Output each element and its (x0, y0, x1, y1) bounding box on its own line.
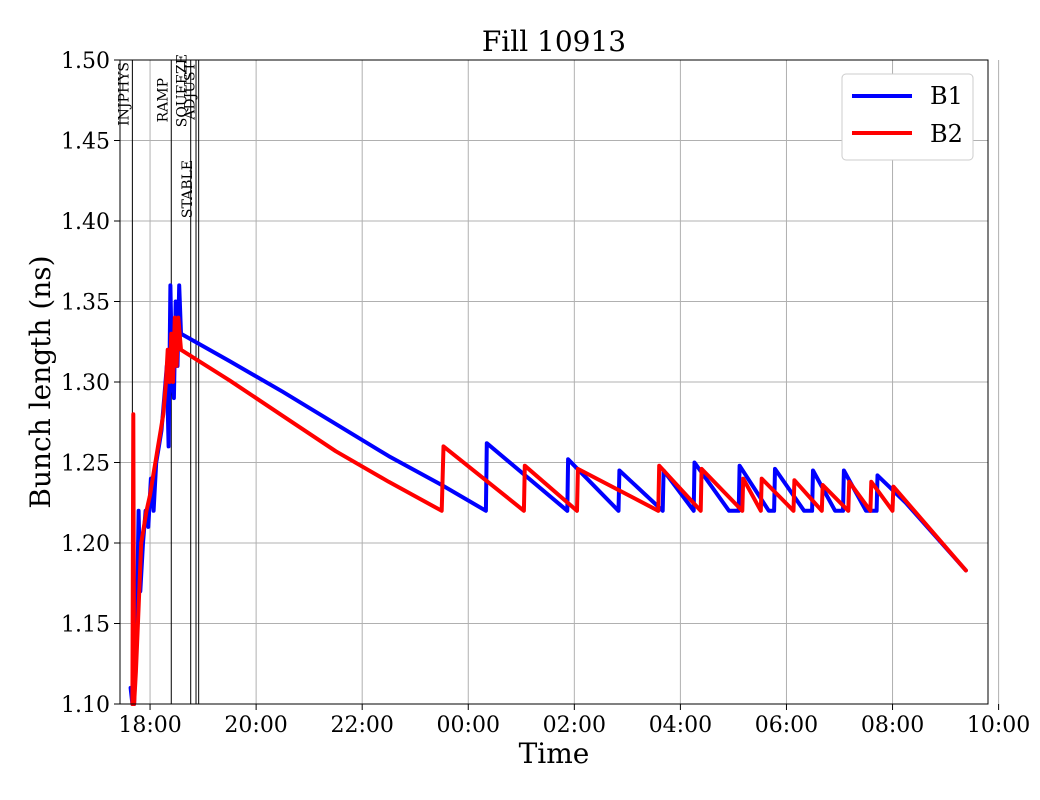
x-tick-label: 02:00 (543, 713, 606, 738)
y-tick-label: 1.25 (61, 452, 110, 477)
phase-label-stable: STABLE (180, 160, 196, 218)
legend-label-b1: B1 (930, 82, 963, 110)
phase-label-ramp: RAMP (155, 78, 171, 122)
x-tick-label: 18:00 (118, 713, 181, 738)
x-tick-label: 08:00 (861, 713, 924, 738)
y-tick-label: 1.15 (61, 613, 110, 638)
y-axis-label: Bunch length (ns) (24, 255, 57, 508)
tick-layer: 1.10 1.15 1.20 1.25 1.30 1.35 1.40 1.45 1.50 18:0… (61, 49, 1030, 738)
x-tick-label: 00:00 (437, 713, 500, 738)
phase-label-injphys: INJPHYS (116, 62, 132, 126)
x-axis-label: Time (519, 737, 590, 770)
x-tick-label: 22:00 (330, 713, 393, 738)
y-tick-label: 1.35 (61, 291, 110, 316)
chart-title: Fill 10913 (482, 25, 626, 58)
y-tick-label: 1.20 (61, 532, 110, 557)
grid-layer (120, 59, 1000, 705)
phase-label-squeeze: SQUEEZE (175, 54, 191, 127)
y-tick-label: 1.50 (61, 49, 110, 74)
y-tick-label: 1.40 (61, 210, 110, 235)
phase-label-adjust: ADJUST (183, 61, 199, 120)
legend-label-b2: B2 (930, 120, 963, 148)
x-tick-label: 06:00 (755, 713, 818, 738)
x-tick-label: 04:00 (649, 713, 712, 738)
series-line-b2 (130, 315, 968, 706)
legend: B1 B2 (841, 73, 974, 161)
y-tick-label: 1.30 (61, 371, 110, 396)
y-tick-label: 1.45 (61, 130, 110, 155)
x-tick-label: 20:00 (224, 713, 287, 738)
x-tick-label: 10:00 (967, 713, 1030, 738)
series-layer (128, 283, 968, 706)
y-tick-label: 1.10 (61, 693, 110, 718)
